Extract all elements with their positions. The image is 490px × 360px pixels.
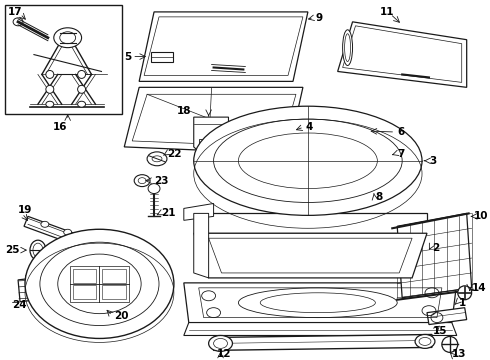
Text: 17: 17 <box>8 7 23 17</box>
Text: 9: 9 <box>316 13 323 23</box>
Ellipse shape <box>46 101 54 107</box>
Text: 21: 21 <box>161 208 175 219</box>
Text: 4: 4 <box>306 122 313 132</box>
Ellipse shape <box>194 106 422 215</box>
Text: 13: 13 <box>452 349 466 359</box>
Polygon shape <box>18 276 54 302</box>
Ellipse shape <box>148 184 160 194</box>
Text: 18: 18 <box>176 106 191 116</box>
Ellipse shape <box>46 71 54 78</box>
Ellipse shape <box>344 34 350 62</box>
Polygon shape <box>427 308 466 325</box>
Text: 12: 12 <box>217 349 231 359</box>
Text: 15: 15 <box>433 325 447 336</box>
Ellipse shape <box>25 229 174 338</box>
Polygon shape <box>214 334 432 350</box>
Ellipse shape <box>458 286 472 300</box>
Text: 10: 10 <box>474 211 488 221</box>
Polygon shape <box>194 233 427 278</box>
Ellipse shape <box>41 221 49 227</box>
Ellipse shape <box>30 240 46 260</box>
Text: 6: 6 <box>397 127 404 137</box>
Text: 22: 22 <box>167 149 181 159</box>
Bar <box>73 269 97 283</box>
Bar <box>70 266 129 302</box>
Bar <box>151 51 173 62</box>
Bar <box>102 285 126 299</box>
Bar <box>25 275 37 280</box>
Text: 16: 16 <box>52 122 67 132</box>
Ellipse shape <box>54 28 82 48</box>
Polygon shape <box>184 203 214 220</box>
Polygon shape <box>338 22 466 87</box>
Text: 24: 24 <box>12 300 27 310</box>
Polygon shape <box>194 213 209 278</box>
Ellipse shape <box>415 334 435 348</box>
Ellipse shape <box>60 32 75 44</box>
Text: 3: 3 <box>429 156 436 166</box>
Polygon shape <box>184 323 457 336</box>
Text: 8: 8 <box>375 192 383 202</box>
Text: 2: 2 <box>432 243 439 253</box>
Polygon shape <box>194 117 228 161</box>
Bar <box>199 139 221 157</box>
Text: 11: 11 <box>380 7 394 17</box>
Text: 14: 14 <box>472 283 486 293</box>
Polygon shape <box>366 149 389 166</box>
Ellipse shape <box>442 337 458 352</box>
Ellipse shape <box>134 175 150 186</box>
Polygon shape <box>24 216 109 256</box>
Ellipse shape <box>64 229 72 235</box>
Ellipse shape <box>77 85 86 93</box>
Text: 1: 1 <box>459 298 466 308</box>
Ellipse shape <box>209 336 232 351</box>
Text: 20: 20 <box>114 311 129 321</box>
Polygon shape <box>124 87 303 154</box>
Text: 25: 25 <box>5 245 20 255</box>
Bar <box>102 269 126 283</box>
Text: 5: 5 <box>124 51 131 62</box>
Polygon shape <box>184 283 457 323</box>
Ellipse shape <box>46 85 54 93</box>
Text: 7: 7 <box>397 149 405 159</box>
Polygon shape <box>194 213 427 233</box>
Ellipse shape <box>86 237 94 243</box>
Bar <box>5 5 122 114</box>
Bar <box>73 285 97 299</box>
Polygon shape <box>139 12 308 81</box>
Ellipse shape <box>77 71 86 78</box>
Polygon shape <box>397 213 472 298</box>
Text: 19: 19 <box>18 206 32 215</box>
Ellipse shape <box>77 101 86 107</box>
Text: 23: 23 <box>154 176 169 186</box>
Ellipse shape <box>147 152 167 166</box>
Ellipse shape <box>343 30 352 66</box>
